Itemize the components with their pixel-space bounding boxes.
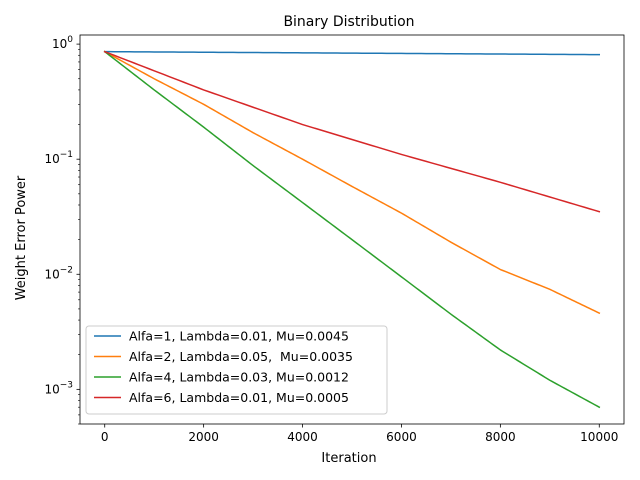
x-tick-label: 6000 <box>386 430 417 444</box>
x-tick-label: 2000 <box>188 430 219 444</box>
x-tick-label: 8000 <box>485 430 516 444</box>
x-axis-label: Iteration <box>321 451 376 466</box>
series-line-4 <box>103 50 601 213</box>
x-tick-label: 0 <box>101 430 109 444</box>
legend-entry: Alfa=4, Lambda=0.03, Mu=0.0012 <box>129 370 349 385</box>
x-tick-label: 4000 <box>287 430 318 444</box>
legend-entry: Alfa=1, Lambda=0.01, Mu=0.0045 <box>129 329 349 344</box>
chart-title: Binary Distribution <box>283 14 414 30</box>
y-tick-label: 10−2 <box>44 265 73 281</box>
y-tick-label: 10−3 <box>44 380 73 396</box>
x-tick-label: 10000 <box>580 430 618 444</box>
series-line-1 <box>103 50 601 56</box>
legend-entry: Alfa=2, Lambda=0.05, Mu=0.0035 <box>129 349 353 364</box>
series-line-2 <box>103 50 601 315</box>
series-line-3 <box>103 50 601 409</box>
plot-area: 0 2000 4000 6000 8000 10000 100 10−1 10−2 10−3 <box>44 34 625 444</box>
legend: Alfa=1, Lambda=0.01, Mu=0.0045 Alfa=2, La… <box>85 325 388 415</box>
axes-frame <box>79 34 625 425</box>
legend-entry: Alfa=6, Lambda=0.01, Mu=0.0005 <box>129 390 349 405</box>
legend-box <box>85 325 388 415</box>
y-tick-label: 100 <box>52 35 73 51</box>
y-tick-label: 10−1 <box>44 150 73 166</box>
y-axis-label: Weight Error Power <box>14 175 29 300</box>
